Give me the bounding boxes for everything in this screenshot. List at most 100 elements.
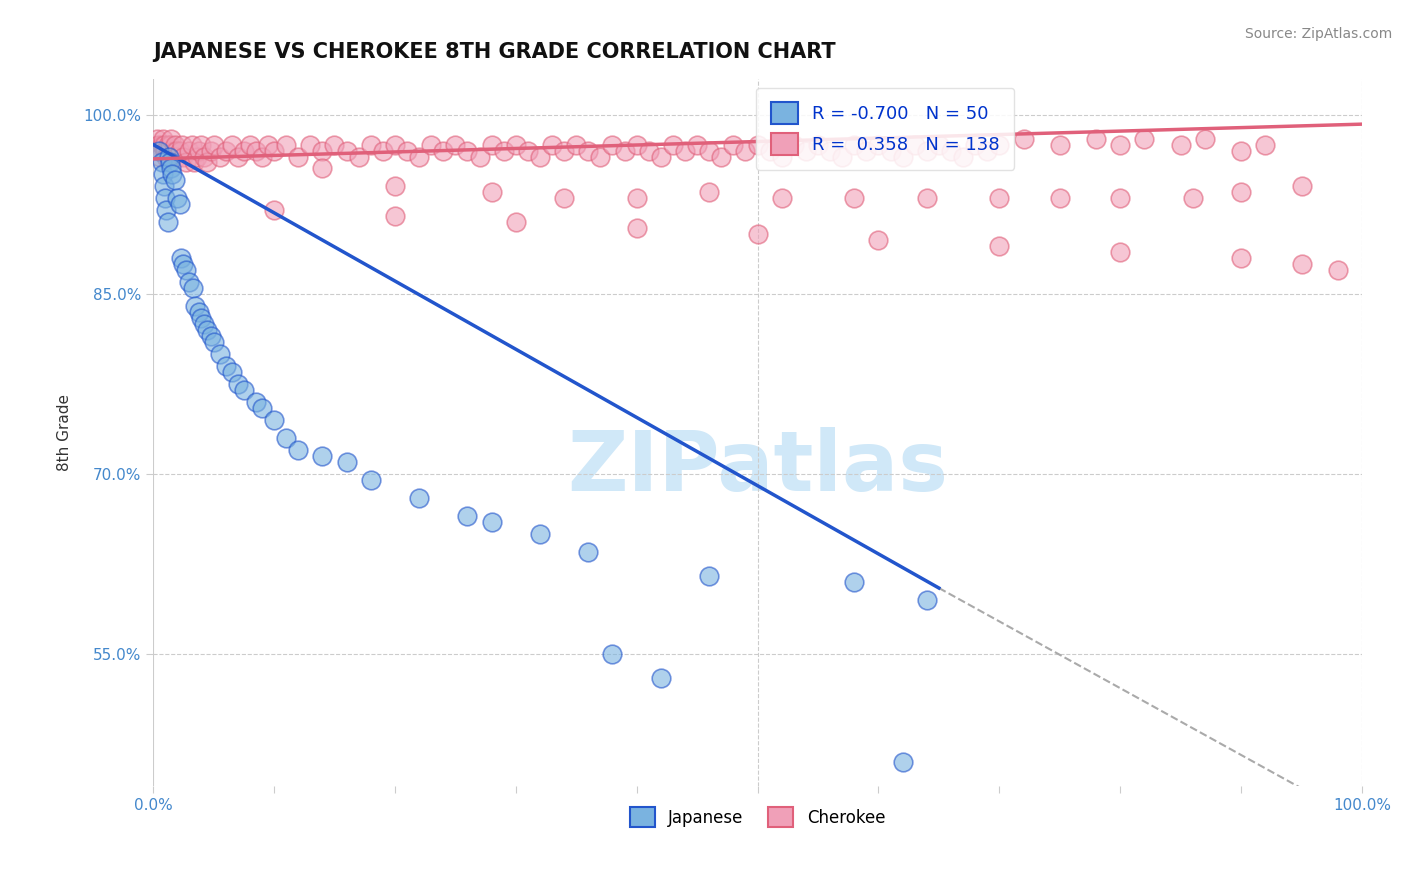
Point [505, 215, 527, 229]
Point [420, 137, 443, 152]
Point [169, 197, 191, 211]
Point [807, 137, 830, 152]
Point [311, 449, 333, 463]
Point [891, 755, 914, 769]
Point [183, 155, 205, 169]
Point [157, 144, 180, 158]
Point [186, 149, 208, 163]
Point [221, 365, 243, 379]
Point [146, 137, 169, 152]
Point [988, 191, 1011, 205]
Point [311, 161, 333, 176]
Point [287, 149, 309, 163]
Point [197, 323, 219, 337]
Point [214, 144, 236, 158]
Point [153, 144, 176, 158]
Point [347, 149, 370, 163]
Point [188, 144, 211, 158]
Point [602, 647, 624, 661]
Point [576, 144, 599, 158]
Point [747, 227, 769, 242]
Point [794, 144, 817, 158]
Point [360, 473, 382, 487]
Point [232, 144, 254, 158]
Point [323, 137, 346, 152]
Point [190, 137, 212, 152]
Point [208, 149, 231, 163]
Point [274, 431, 297, 445]
Point [153, 191, 176, 205]
Point [1049, 137, 1071, 152]
Point [481, 515, 503, 529]
Point [155, 149, 177, 163]
Point [1230, 144, 1253, 158]
Point [976, 144, 998, 158]
Point [553, 144, 575, 158]
Point [928, 137, 950, 152]
Point [844, 191, 866, 205]
Point [166, 191, 188, 205]
Point [589, 149, 612, 163]
Point [152, 168, 174, 182]
Point [263, 413, 285, 427]
Point [174, 263, 197, 277]
Point [257, 137, 280, 152]
Point [200, 329, 222, 343]
Point [1181, 191, 1204, 205]
Point [163, 144, 186, 158]
Point [758, 144, 780, 158]
Point [360, 137, 382, 152]
Point [263, 144, 285, 158]
Point [686, 137, 709, 152]
Point [456, 509, 478, 524]
Point [662, 137, 685, 152]
Point [529, 149, 551, 163]
Point [988, 239, 1011, 253]
Point [299, 137, 322, 152]
Point [915, 593, 938, 607]
Point [172, 149, 194, 163]
Point [529, 527, 551, 541]
Point [710, 149, 733, 163]
Point [650, 671, 672, 685]
Point [868, 137, 890, 152]
Point [395, 144, 418, 158]
Point [444, 137, 467, 152]
Point [208, 347, 231, 361]
Point [163, 137, 186, 152]
Point [180, 137, 202, 152]
Point [1230, 252, 1253, 266]
Point [172, 137, 194, 152]
Point [613, 144, 636, 158]
Point [831, 149, 853, 163]
Point [214, 359, 236, 374]
Point [226, 377, 249, 392]
Point [868, 234, 890, 248]
Point [1291, 179, 1313, 194]
Point [879, 144, 901, 158]
Point [965, 137, 987, 152]
Point [193, 149, 215, 163]
Point [149, 149, 172, 163]
Point [221, 137, 243, 152]
Point [626, 191, 648, 205]
Point [673, 144, 696, 158]
Point [468, 149, 491, 163]
Point [1109, 191, 1132, 205]
Point [170, 252, 193, 266]
Point [952, 149, 974, 163]
Point [456, 144, 478, 158]
Point [179, 144, 201, 158]
Point [516, 144, 538, 158]
Point [150, 155, 173, 169]
Point [1291, 257, 1313, 271]
Text: Source: ZipAtlas.com: Source: ZipAtlas.com [1244, 27, 1392, 41]
Point [232, 383, 254, 397]
Point [988, 137, 1011, 152]
Y-axis label: 8th Grade: 8th Grade [58, 393, 72, 471]
Point [855, 144, 877, 158]
Point [1109, 245, 1132, 260]
Point [697, 569, 720, 583]
Point [723, 137, 745, 152]
Point [891, 149, 914, 163]
